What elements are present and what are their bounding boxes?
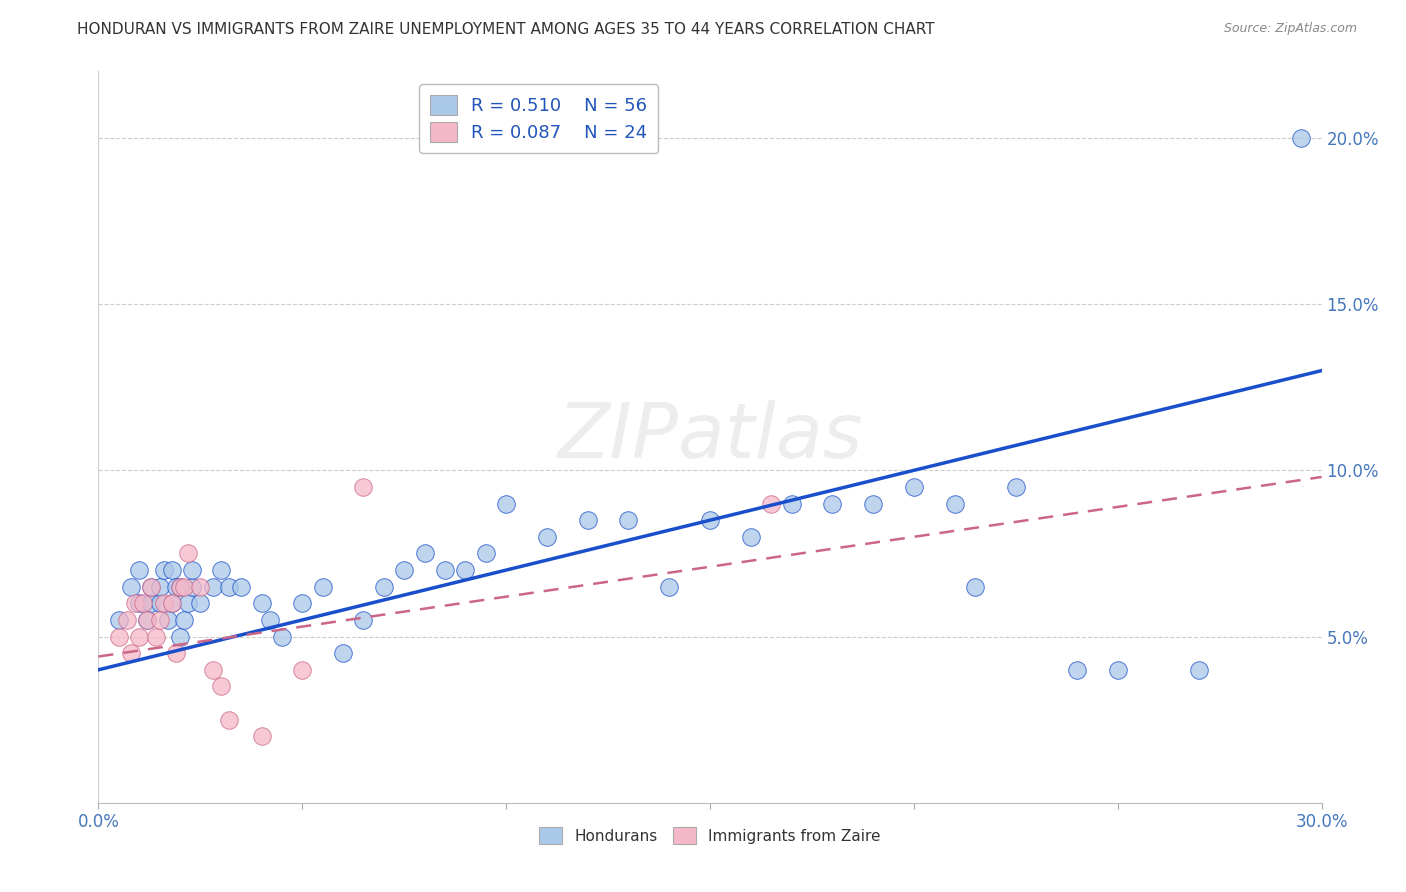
Point [160, 563, 183, 577]
Point [434, 563, 457, 577]
Point [259, 613, 281, 627]
Point [173, 580, 195, 594]
Point [761, 497, 783, 511]
Point [132, 596, 155, 610]
Point [617, 513, 640, 527]
Legend: Hondurans, Immigrants from Zaire: Hondurans, Immigrants from Zaire [533, 822, 887, 850]
Point [149, 596, 172, 610]
Point [173, 613, 195, 627]
Point [392, 563, 416, 577]
Point [141, 580, 163, 594]
Point [576, 513, 599, 527]
Point [218, 713, 240, 727]
Point [201, 663, 224, 677]
Point [413, 546, 436, 560]
Point [1004, 480, 1026, 494]
Point [108, 613, 131, 627]
Point [209, 563, 232, 577]
Point [160, 596, 183, 610]
Point [862, 497, 884, 511]
Point [177, 596, 200, 610]
Point [136, 613, 159, 627]
Point [149, 580, 172, 594]
Point [165, 646, 187, 660]
Point [454, 563, 477, 577]
Point [169, 630, 191, 644]
Point [332, 646, 354, 660]
Point [128, 596, 150, 610]
Point [250, 596, 273, 610]
Point [965, 580, 987, 594]
Point [699, 513, 721, 527]
Text: ZIPatlas: ZIPatlas [557, 401, 863, 474]
Point [188, 580, 212, 594]
Point [141, 580, 163, 594]
Point [1188, 663, 1211, 677]
Text: HONDURAN VS IMMIGRANTS FROM ZAIRE UNEMPLOYMENT AMONG AGES 35 TO 44 YEARS CORRELA: HONDURAN VS IMMIGRANTS FROM ZAIRE UNEMPL… [77, 22, 935, 37]
Point [352, 613, 374, 627]
Point [474, 546, 498, 560]
Point [352, 480, 374, 494]
Point [108, 630, 131, 644]
Point [120, 646, 142, 660]
Point [152, 596, 174, 610]
Point [1291, 131, 1313, 145]
Point [780, 497, 803, 511]
Point [115, 613, 138, 627]
Point [209, 680, 232, 694]
Point [165, 580, 187, 594]
Point [149, 613, 172, 627]
Point [160, 596, 183, 610]
Point [120, 580, 142, 594]
Point [1107, 663, 1129, 677]
Point [145, 630, 167, 644]
Point [128, 630, 150, 644]
Point [152, 563, 174, 577]
Point [169, 580, 191, 594]
Point [373, 580, 395, 594]
Point [1066, 663, 1088, 677]
Point [740, 530, 762, 544]
Point [312, 580, 335, 594]
Point [903, 480, 925, 494]
Point [821, 497, 844, 511]
Point [495, 497, 517, 511]
Point [141, 596, 163, 610]
Point [181, 563, 204, 577]
Point [218, 580, 240, 594]
Point [136, 613, 159, 627]
Point [128, 563, 150, 577]
Point [169, 580, 191, 594]
Text: Source: ZipAtlas.com: Source: ZipAtlas.com [1223, 22, 1357, 36]
Point [181, 580, 204, 594]
Point [124, 596, 146, 610]
Point [536, 530, 558, 544]
Point [291, 663, 314, 677]
Point [658, 580, 681, 594]
Y-axis label: Unemployment Among Ages 35 to 44 years: Unemployment Among Ages 35 to 44 years [0, 269, 7, 605]
Point [231, 580, 253, 594]
Point [188, 596, 212, 610]
Point [291, 596, 314, 610]
Point [250, 729, 273, 743]
Point [943, 497, 966, 511]
Point [156, 613, 179, 627]
Point [201, 580, 224, 594]
Point [270, 630, 294, 644]
Point [177, 546, 200, 560]
